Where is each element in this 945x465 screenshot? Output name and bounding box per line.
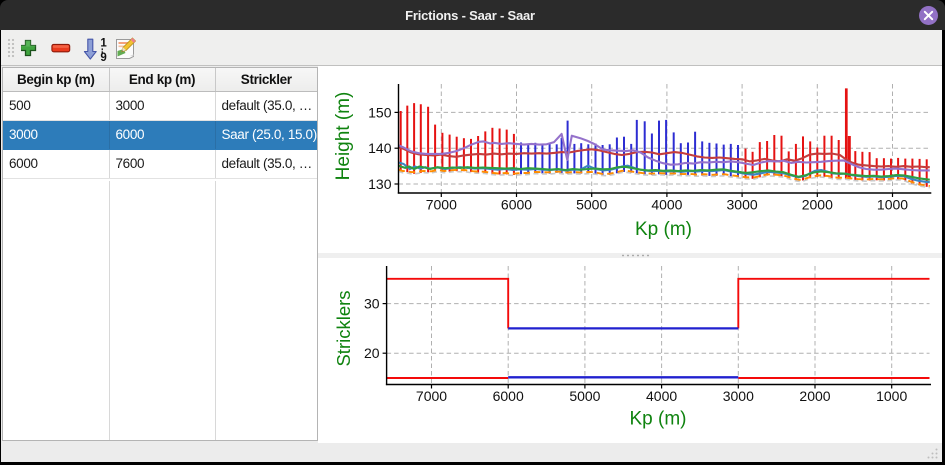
svg-text:1: 1 <box>100 38 107 50</box>
svg-text:9: 9 <box>100 52 106 64</box>
